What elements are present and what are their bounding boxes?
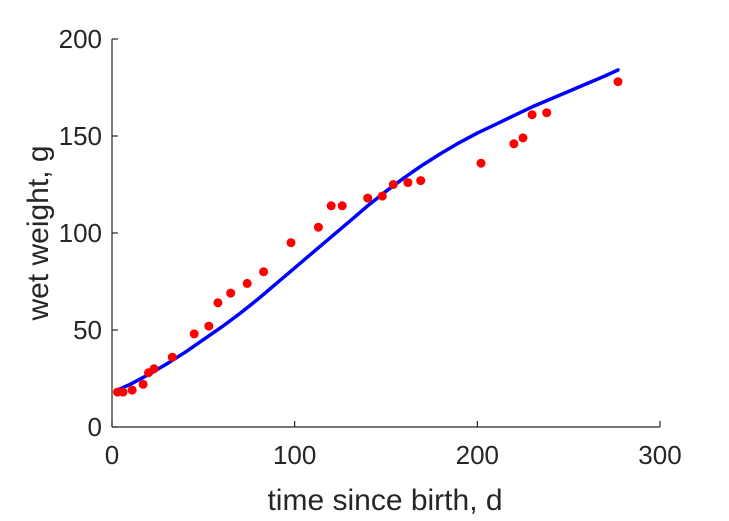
data-point <box>213 298 223 308</box>
ticks: 0 100 200 300 0 50 100 150 200 <box>59 24 682 470</box>
data-point <box>189 329 199 339</box>
data-point <box>403 178 413 188</box>
data-point <box>226 288 236 298</box>
y-tick-label: 100 <box>59 218 102 248</box>
data-point <box>509 139 519 149</box>
data-point <box>149 364 159 374</box>
data-point <box>337 201 347 211</box>
fit-curve <box>115 68 620 392</box>
data-point <box>527 110 537 120</box>
data-point <box>613 77 623 87</box>
data-point <box>313 222 323 232</box>
axes <box>111 39 660 428</box>
x-tick-label: 200 <box>456 440 499 470</box>
series-layer <box>113 68 623 397</box>
data-point <box>242 278 252 288</box>
data-point <box>286 238 296 248</box>
data-point <box>167 352 177 362</box>
data-point <box>377 191 387 201</box>
y-tick-label: 0 <box>88 412 102 442</box>
y-tick-label: 150 <box>59 121 102 151</box>
x-axis-label: time since birth, d <box>267 484 502 517</box>
data-point <box>204 321 214 331</box>
data-point <box>363 193 373 203</box>
y-tick-label: 50 <box>73 315 102 345</box>
data-point <box>138 379 148 389</box>
x-tick-label: 0 <box>105 440 119 470</box>
data-point <box>476 158 486 168</box>
data-point <box>326 201 336 211</box>
x-tick-label: 300 <box>638 440 681 470</box>
data-point <box>416 176 426 186</box>
x-tick-label: 100 <box>273 440 316 470</box>
data-point <box>388 180 398 189</box>
data-point <box>127 385 137 395</box>
y-axis-label: wet weight, g <box>22 145 55 321</box>
data-point <box>259 267 269 277</box>
y-tick-label: 200 <box>59 24 102 54</box>
data-point <box>542 108 552 118</box>
data-point <box>518 133 528 143</box>
data-point <box>118 387 128 397</box>
